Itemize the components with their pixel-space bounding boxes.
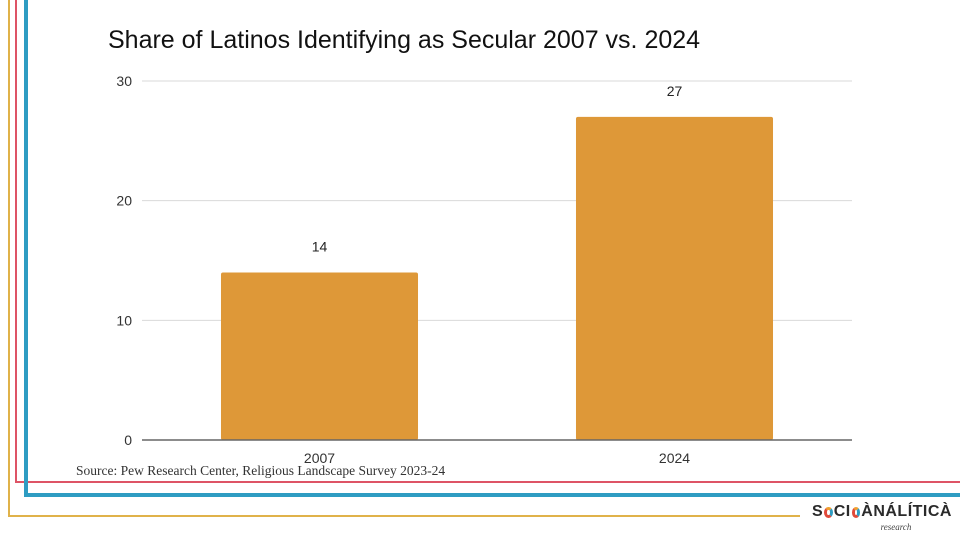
frame-line-orange-vertical (8, 0, 10, 517)
logo-wordmark: S CI ÀNÁLÍTICÀ (812, 503, 952, 521)
y-axis-ticks: 0 10 20 30 (116, 73, 132, 448)
logo-subtitle: research (880, 522, 912, 532)
chart-title: Share of Latinos Identifying as Secular … (108, 26, 701, 54)
logo-ring-icon (824, 506, 833, 518)
bar-2024 (575, 116, 774, 441)
data-labels: 14 27 (312, 83, 683, 255)
data-label: 27 (667, 83, 683, 99)
x-tick-label: 2024 (659, 450, 690, 466)
x-axis-ticks: 2007 2024 (304, 450, 690, 466)
y-tick-label: 20 (116, 193, 132, 209)
data-label: 14 (312, 238, 328, 254)
frame-line-blue-horizontal (24, 493, 960, 497)
bars (220, 116, 774, 441)
y-tick-label: 0 (124, 432, 132, 448)
y-tick-label: 10 (116, 312, 132, 328)
bar-2007 (220, 272, 419, 440)
logo-ring-icon (851, 506, 861, 518)
x-tick-label: 2007 (304, 450, 335, 466)
logo-text-part: S (812, 503, 824, 520)
logo-text-part: CI (833, 503, 851, 520)
frame-line-red-horizontal (15, 481, 960, 483)
frame-line-blue-vertical (24, 0, 28, 497)
source-note: Source: Pew Research Center, Religious L… (76, 463, 446, 478)
logo-text-part: ÀNÁLÍTICÀ (861, 503, 952, 520)
frame-line-red-vertical (15, 0, 17, 483)
y-tick-label: 30 (116, 73, 132, 89)
frame-line-orange-horizontal (8, 515, 800, 517)
socioanalitica-logo: S CI ÀNÁLÍTICÀ research (812, 503, 952, 532)
